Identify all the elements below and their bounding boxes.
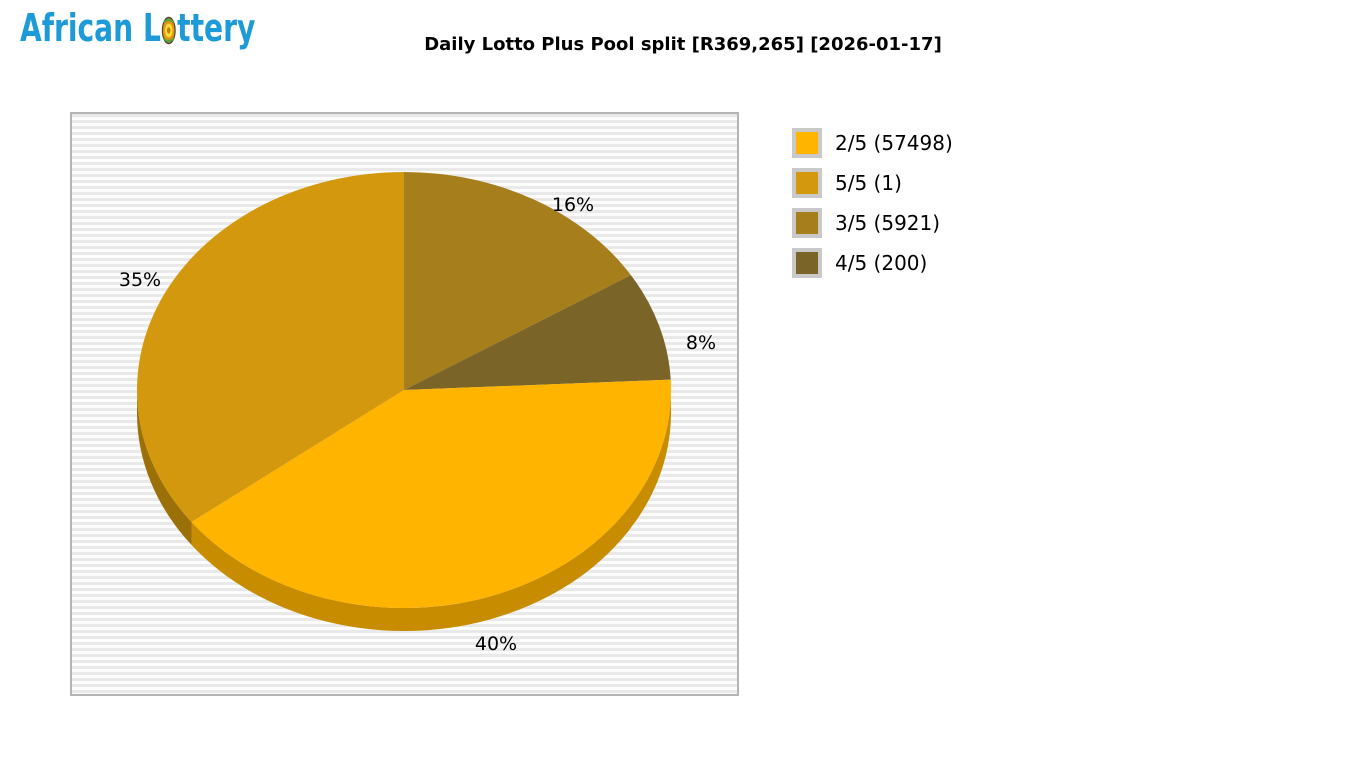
slice-percent-label-2-5: 40% <box>474 633 518 655</box>
pie-slice-5-5 <box>136 172 404 523</box>
slice-percent-label-5-5: 35% <box>118 269 162 291</box>
pie-rim-5-5 <box>137 390 192 546</box>
logo-text-right: ttery <box>177 6 256 50</box>
legend-item-5-5: 5/5 (1) <box>792 168 953 198</box>
legend-swatch <box>792 128 822 158</box>
pie-slice-2-5 <box>191 379 671 608</box>
legend-swatch-color <box>796 172 818 194</box>
page-title: Daily Lotto Plus Pool split [R369,265] [… <box>424 34 942 55</box>
logo-text-left: African L <box>20 6 161 50</box>
app-logo: African L ttery <box>20 6 255 54</box>
legend-label: 2/5 (57498) <box>835 131 953 155</box>
legend-swatch-color <box>796 212 818 234</box>
slice-percent-label-4-5: 8% <box>685 332 717 354</box>
legend-item-2-5: 2/5 (57498) <box>792 128 953 158</box>
legend-swatch <box>792 168 822 198</box>
legend-swatch <box>792 248 822 278</box>
legend-label: 4/5 (200) <box>835 251 928 275</box>
lottery-ball-icon <box>162 10 177 54</box>
legend-swatch <box>792 208 822 238</box>
legend-label: 3/5 (5921) <box>835 211 941 235</box>
pie-slice-4-5 <box>404 275 671 390</box>
slice-percent-label-3-5: 16% <box>551 194 595 216</box>
chart-legend: 2/5 (57498) 5/5 (1) 3/5 (5921) 4/5 (200) <box>792 128 953 288</box>
pie-chart-plot-area: 16% 8% 40% 35% <box>70 112 739 696</box>
pie-slice-3-5 <box>404 172 631 390</box>
legend-item-3-5: 3/5 (5921) <box>792 208 953 238</box>
legend-swatch-color <box>796 252 818 274</box>
legend-label: 5/5 (1) <box>835 171 902 195</box>
legend-item-4-5: 4/5 (200) <box>792 248 953 278</box>
pie-chart <box>136 172 671 631</box>
legend-swatch-color <box>796 132 818 154</box>
